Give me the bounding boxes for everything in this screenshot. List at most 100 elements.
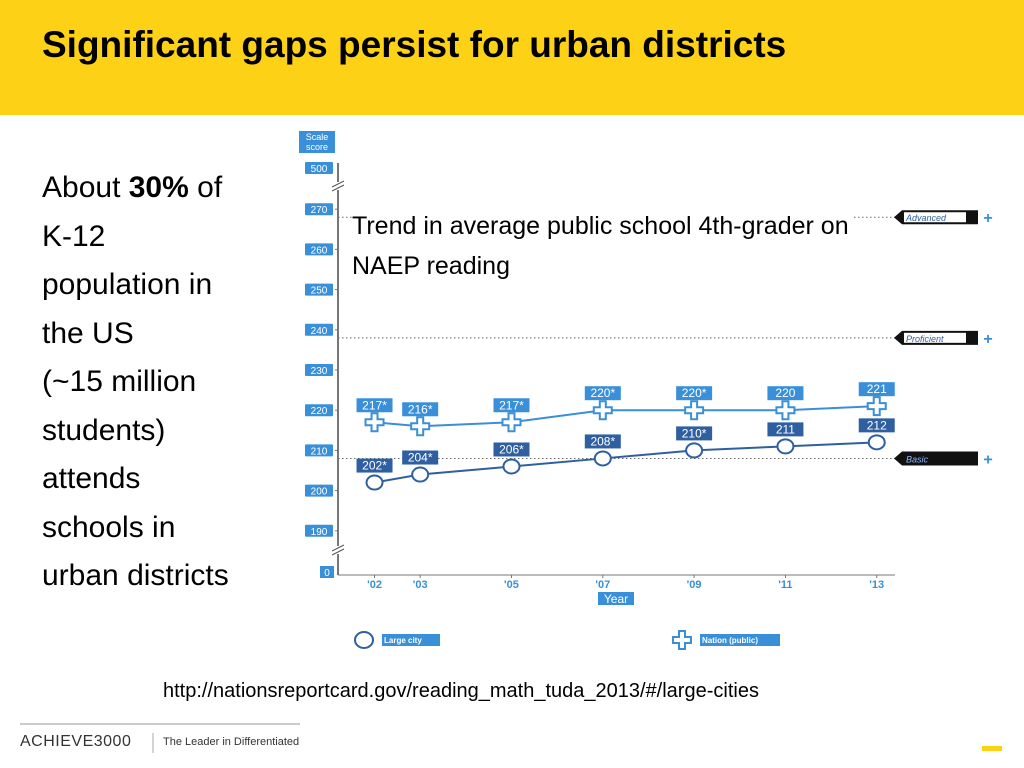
y-break-label-box: [305, 162, 333, 174]
x-tick-label: '03: [413, 579, 428, 591]
reference-label: Proficient: [906, 334, 944, 344]
body-text: About 30% of K-12 population in the US (~15…: [42, 164, 292, 601]
slide-title: Significant gaps persist for urban distr…: [42, 24, 787, 65]
reference-plus: +: [983, 210, 992, 227]
x-axis-label: Year: [604, 592, 628, 606]
data-label: 220: [775, 386, 795, 400]
body-text-part: About: [42, 171, 121, 204]
reference-label: Basic: [906, 454, 929, 464]
y-break-label: 500: [305, 162, 333, 175]
legend-marker: [672, 630, 692, 650]
y-tick-label-box: [305, 524, 333, 537]
body-line: students): [42, 413, 166, 447]
marker: [684, 400, 705, 421]
axis-break-gap: [332, 182, 344, 190]
marker: [365, 474, 384, 491]
chart-title: Trend in average public school 4th-grade…: [352, 206, 852, 286]
y-tick-label-box: [305, 283, 333, 296]
marker: [866, 396, 887, 417]
x-tick-label: '07: [595, 579, 610, 591]
marker: [364, 412, 385, 433]
body-line: About 30% of: [42, 164, 292, 213]
reference-tag-inner: [904, 332, 966, 343]
axis-break: [331, 180, 345, 188]
y-tick-label: 260: [311, 245, 328, 256]
data-label: 206*: [499, 442, 524, 456]
body-line: urban districts: [42, 559, 229, 592]
data-label: 211: [776, 422, 795, 436]
x-tick-label: '13: [869, 579, 884, 591]
marker: [501, 412, 522, 433]
marker: [685, 442, 704, 459]
y-tick-label: 190: [305, 524, 333, 538]
data-label: 208*: [590, 434, 615, 448]
data-label-box: [767, 422, 804, 437]
y-break-label: 500: [311, 164, 328, 175]
y-tick-label: 230: [311, 366, 328, 377]
y-label-box: [299, 131, 335, 153]
y-tick-label: 200: [305, 484, 333, 498]
marker: [776, 438, 795, 455]
y-tick-label: 250: [305, 283, 333, 297]
y-tick-label: 240: [311, 326, 328, 337]
body-line: schools in: [42, 510, 176, 544]
data-label-box: [858, 382, 895, 397]
data-label-box: [584, 434, 621, 449]
axis-break: [331, 544, 345, 552]
body-line: (~15 million: [42, 365, 197, 398]
data-label-box: [676, 426, 713, 441]
data-label: 220*: [682, 386, 707, 400]
y-break-label: 0: [324, 568, 330, 579]
y-axis-label: Scale score: [306, 132, 329, 152]
data-label: 216*: [408, 402, 433, 416]
y-axis-label-line: Scale: [306, 132, 329, 142]
data-label-box: [493, 398, 530, 413]
body-line: attends: [42, 462, 141, 495]
x-tick-label: '05: [504, 579, 519, 591]
y-tick-label: 220: [305, 404, 333, 417]
logo: ACHIEVE3000: [20, 733, 132, 750]
y-tick-label: 220: [311, 406, 328, 417]
y-tick-label: 190: [311, 527, 328, 538]
data-label: 212: [867, 418, 887, 432]
y-tick-label: 210: [305, 444, 333, 457]
data-label: 217*: [499, 398, 524, 412]
marker: [592, 400, 613, 421]
y-tick-label-box: [305, 484, 333, 497]
legend-label-box: [382, 634, 440, 646]
marker: [775, 400, 796, 421]
data-label: 204*: [408, 451, 433, 465]
legend-marker: [354, 631, 374, 649]
data-label-box: [402, 450, 439, 465]
marker: [411, 466, 430, 483]
body-text-part: of: [197, 171, 223, 204]
data-label-box: [356, 458, 393, 473]
y-tick-label-box: [305, 203, 333, 216]
y-axis-label-line: score: [306, 142, 328, 152]
source-url: http://nationsreportcard.gov/reading_mat…: [163, 680, 759, 702]
data-label-box: [767, 386, 804, 401]
reference-tag-inner: [904, 212, 966, 223]
reference-plus: +: [983, 331, 992, 348]
x-tick-label: '11: [778, 579, 792, 591]
legend-label: Large city: [384, 636, 422, 645]
data-label: 217*: [362, 398, 387, 412]
data-label: 220*: [590, 386, 615, 400]
axis-break: [331, 184, 345, 192]
data-label-box: [676, 386, 713, 401]
tagline: The Leader in Differentiated: [163, 736, 300, 748]
y-tick-label: 270: [311, 205, 328, 216]
body-line: the US: [42, 316, 134, 350]
y-tick-label: 210: [311, 446, 328, 457]
axis-break-gap: [332, 546, 344, 554]
y-tick-label-box: [305, 364, 333, 376]
body-line: population in: [42, 268, 213, 301]
y-tick-label: 250: [311, 286, 328, 297]
y-tick-label-box: [305, 404, 333, 417]
legend-label-box: [700, 634, 780, 646]
x-tick-label: '09: [687, 579, 702, 591]
series-line: [374, 441, 877, 484]
y-tick-label-box: [305, 444, 333, 457]
x-tick-label: '02: [367, 579, 382, 591]
